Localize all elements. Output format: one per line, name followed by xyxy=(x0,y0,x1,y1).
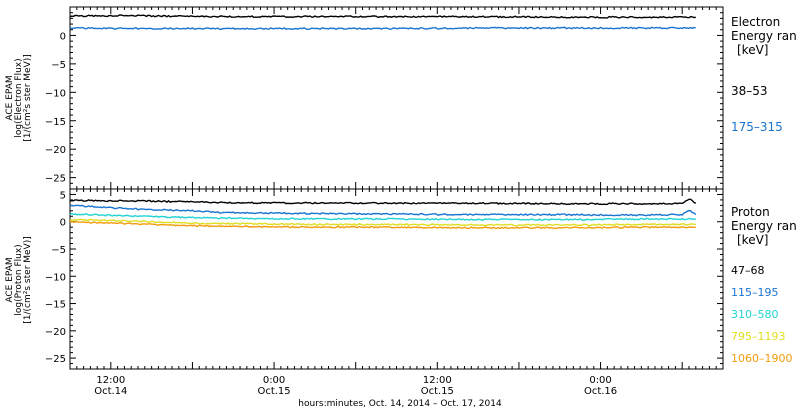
proton-series-0-line xyxy=(69,198,697,206)
proton-series-4-line xyxy=(69,220,696,230)
proton-ytick-label: 0 xyxy=(60,218,66,229)
electron-series-0-line xyxy=(69,14,696,19)
electron-ytick-label: −10 xyxy=(45,88,66,99)
proton-ytick-label: −5 xyxy=(51,245,66,256)
proton-legend-entry: 795–1193 xyxy=(731,330,786,343)
proton-ytick-label: −25 xyxy=(45,354,66,365)
electron-legend-title-3: [keV] xyxy=(737,43,768,57)
electron-legend-entry: 175–315 xyxy=(731,120,783,134)
proton-series-3-line xyxy=(69,218,696,227)
electron-ylabel: ACE EPAM log(Electron Flux) [1/(cm²s ste… xyxy=(5,54,33,141)
proton-legend-entry: 47–68 xyxy=(731,264,765,277)
proton-legend-title-1: Proton xyxy=(731,205,770,219)
electron-series-1-line xyxy=(69,26,696,31)
proton-legend-entry: 310–580 xyxy=(731,308,779,321)
electron-ylabel-line3: [1/(cm²s ster MeV)] xyxy=(23,54,33,141)
proton-ylabel: ACE EPAM log(Proton Flux) [1/(cm²s ster … xyxy=(5,236,33,323)
x-tick-date-label: Oct.14 xyxy=(94,386,127,397)
proton-ytick-label: −20 xyxy=(45,327,66,338)
electron-ylabel-line1: ACE EPAM xyxy=(5,75,15,120)
proton-ylabel-line2: log(Proton Flux) xyxy=(14,244,24,315)
electron-legend-title-2: Energy ran xyxy=(731,29,797,43)
proton-ylabel-line1: ACE EPAM xyxy=(5,257,15,302)
x-tick-time-label: 0:00 xyxy=(263,375,285,386)
x-tick-date-label: Oct.15 xyxy=(421,386,454,397)
x-tick-date-label: Oct.15 xyxy=(257,386,290,397)
proton-legend-entry: 115–195 xyxy=(731,286,779,299)
proton-ytick-label: −15 xyxy=(45,300,66,311)
proton-ytick-label: −10 xyxy=(45,272,66,283)
electron-ytick-label: −5 xyxy=(51,60,66,71)
x-tick-time-label: 0:00 xyxy=(589,375,611,386)
x-tick-date-label: Oct.16 xyxy=(584,386,617,397)
proton-ylabel-line3: [1/(cm²s ster MeV)] xyxy=(23,236,33,323)
electron-legend-entry: 38–53 xyxy=(731,84,768,98)
proton-series-2-line xyxy=(69,212,696,221)
x-tick-time-label: 12:00 xyxy=(96,375,125,386)
proton-ytick-label: 5 xyxy=(60,190,66,201)
electron-ytick-label: −20 xyxy=(45,145,66,156)
electron-ytick-label: 0 xyxy=(60,31,66,42)
proton-series-1-line xyxy=(69,204,697,217)
chart-marks: 0 −5 −10 −15 −20 −25 38–53 175–315 5 0 −5 −10 −15 −20… xyxy=(45,6,793,397)
proton-legend: Proton Energy ran [keV] xyxy=(731,205,797,247)
proton-panel-frame xyxy=(69,188,724,370)
x-tick-time-label: 12:00 xyxy=(423,375,452,386)
proton-legend-title-2: Energy ran xyxy=(731,219,797,233)
proton-legend-title-3: [keV] xyxy=(737,233,768,247)
x-axis-label: hours:minutes, Oct. 14, 2014 – Oct. 17, … xyxy=(298,399,502,409)
electron-legend-title-1: Electron xyxy=(731,15,780,29)
electron-legend: Electron Energy ran [keV] xyxy=(731,15,797,57)
proton-legend-entry: 1060–1900 xyxy=(731,352,793,365)
electron-panel-frame xyxy=(69,6,724,190)
electron-ylabel-line2: log(Electron Flux) xyxy=(14,58,24,137)
electron-ytick-label: −25 xyxy=(45,174,66,185)
electron-ytick-label: −15 xyxy=(45,117,66,128)
